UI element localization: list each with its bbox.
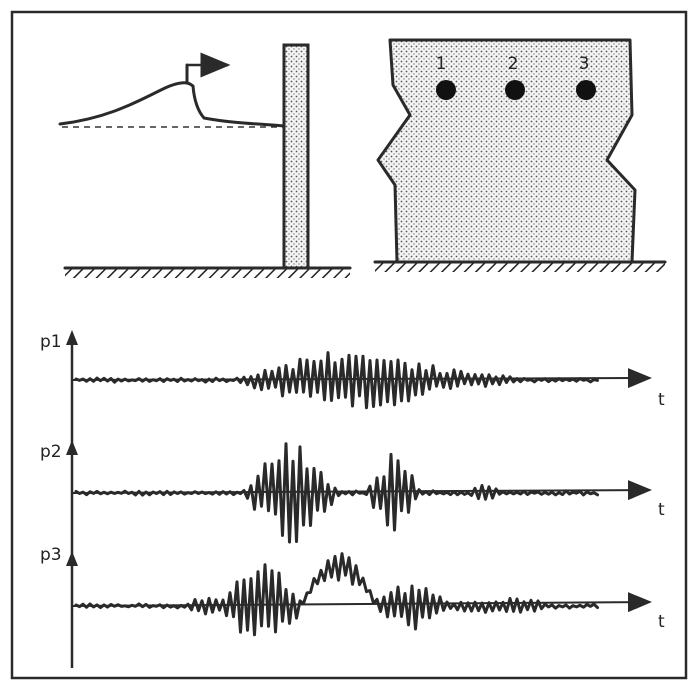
gauge-label: 2 xyxy=(508,54,519,74)
gauge-label: 1 xyxy=(436,54,447,74)
signal-label: p1 xyxy=(40,332,62,352)
waveform xyxy=(76,554,598,635)
signal-label: p3 xyxy=(40,545,62,565)
signal-label: p2 xyxy=(40,442,62,462)
time-label: t xyxy=(658,390,665,410)
block-sketch xyxy=(375,40,665,272)
waveform xyxy=(76,444,598,542)
wave-sketch xyxy=(60,45,350,278)
figure: 1 2 3 p1 p2 p3 t t t xyxy=(0,0,694,685)
gauge-label: 3 xyxy=(579,54,590,74)
time-label: t xyxy=(658,500,665,520)
waveforms xyxy=(76,353,598,635)
waveform xyxy=(76,353,598,408)
time-label: t xyxy=(658,612,665,632)
